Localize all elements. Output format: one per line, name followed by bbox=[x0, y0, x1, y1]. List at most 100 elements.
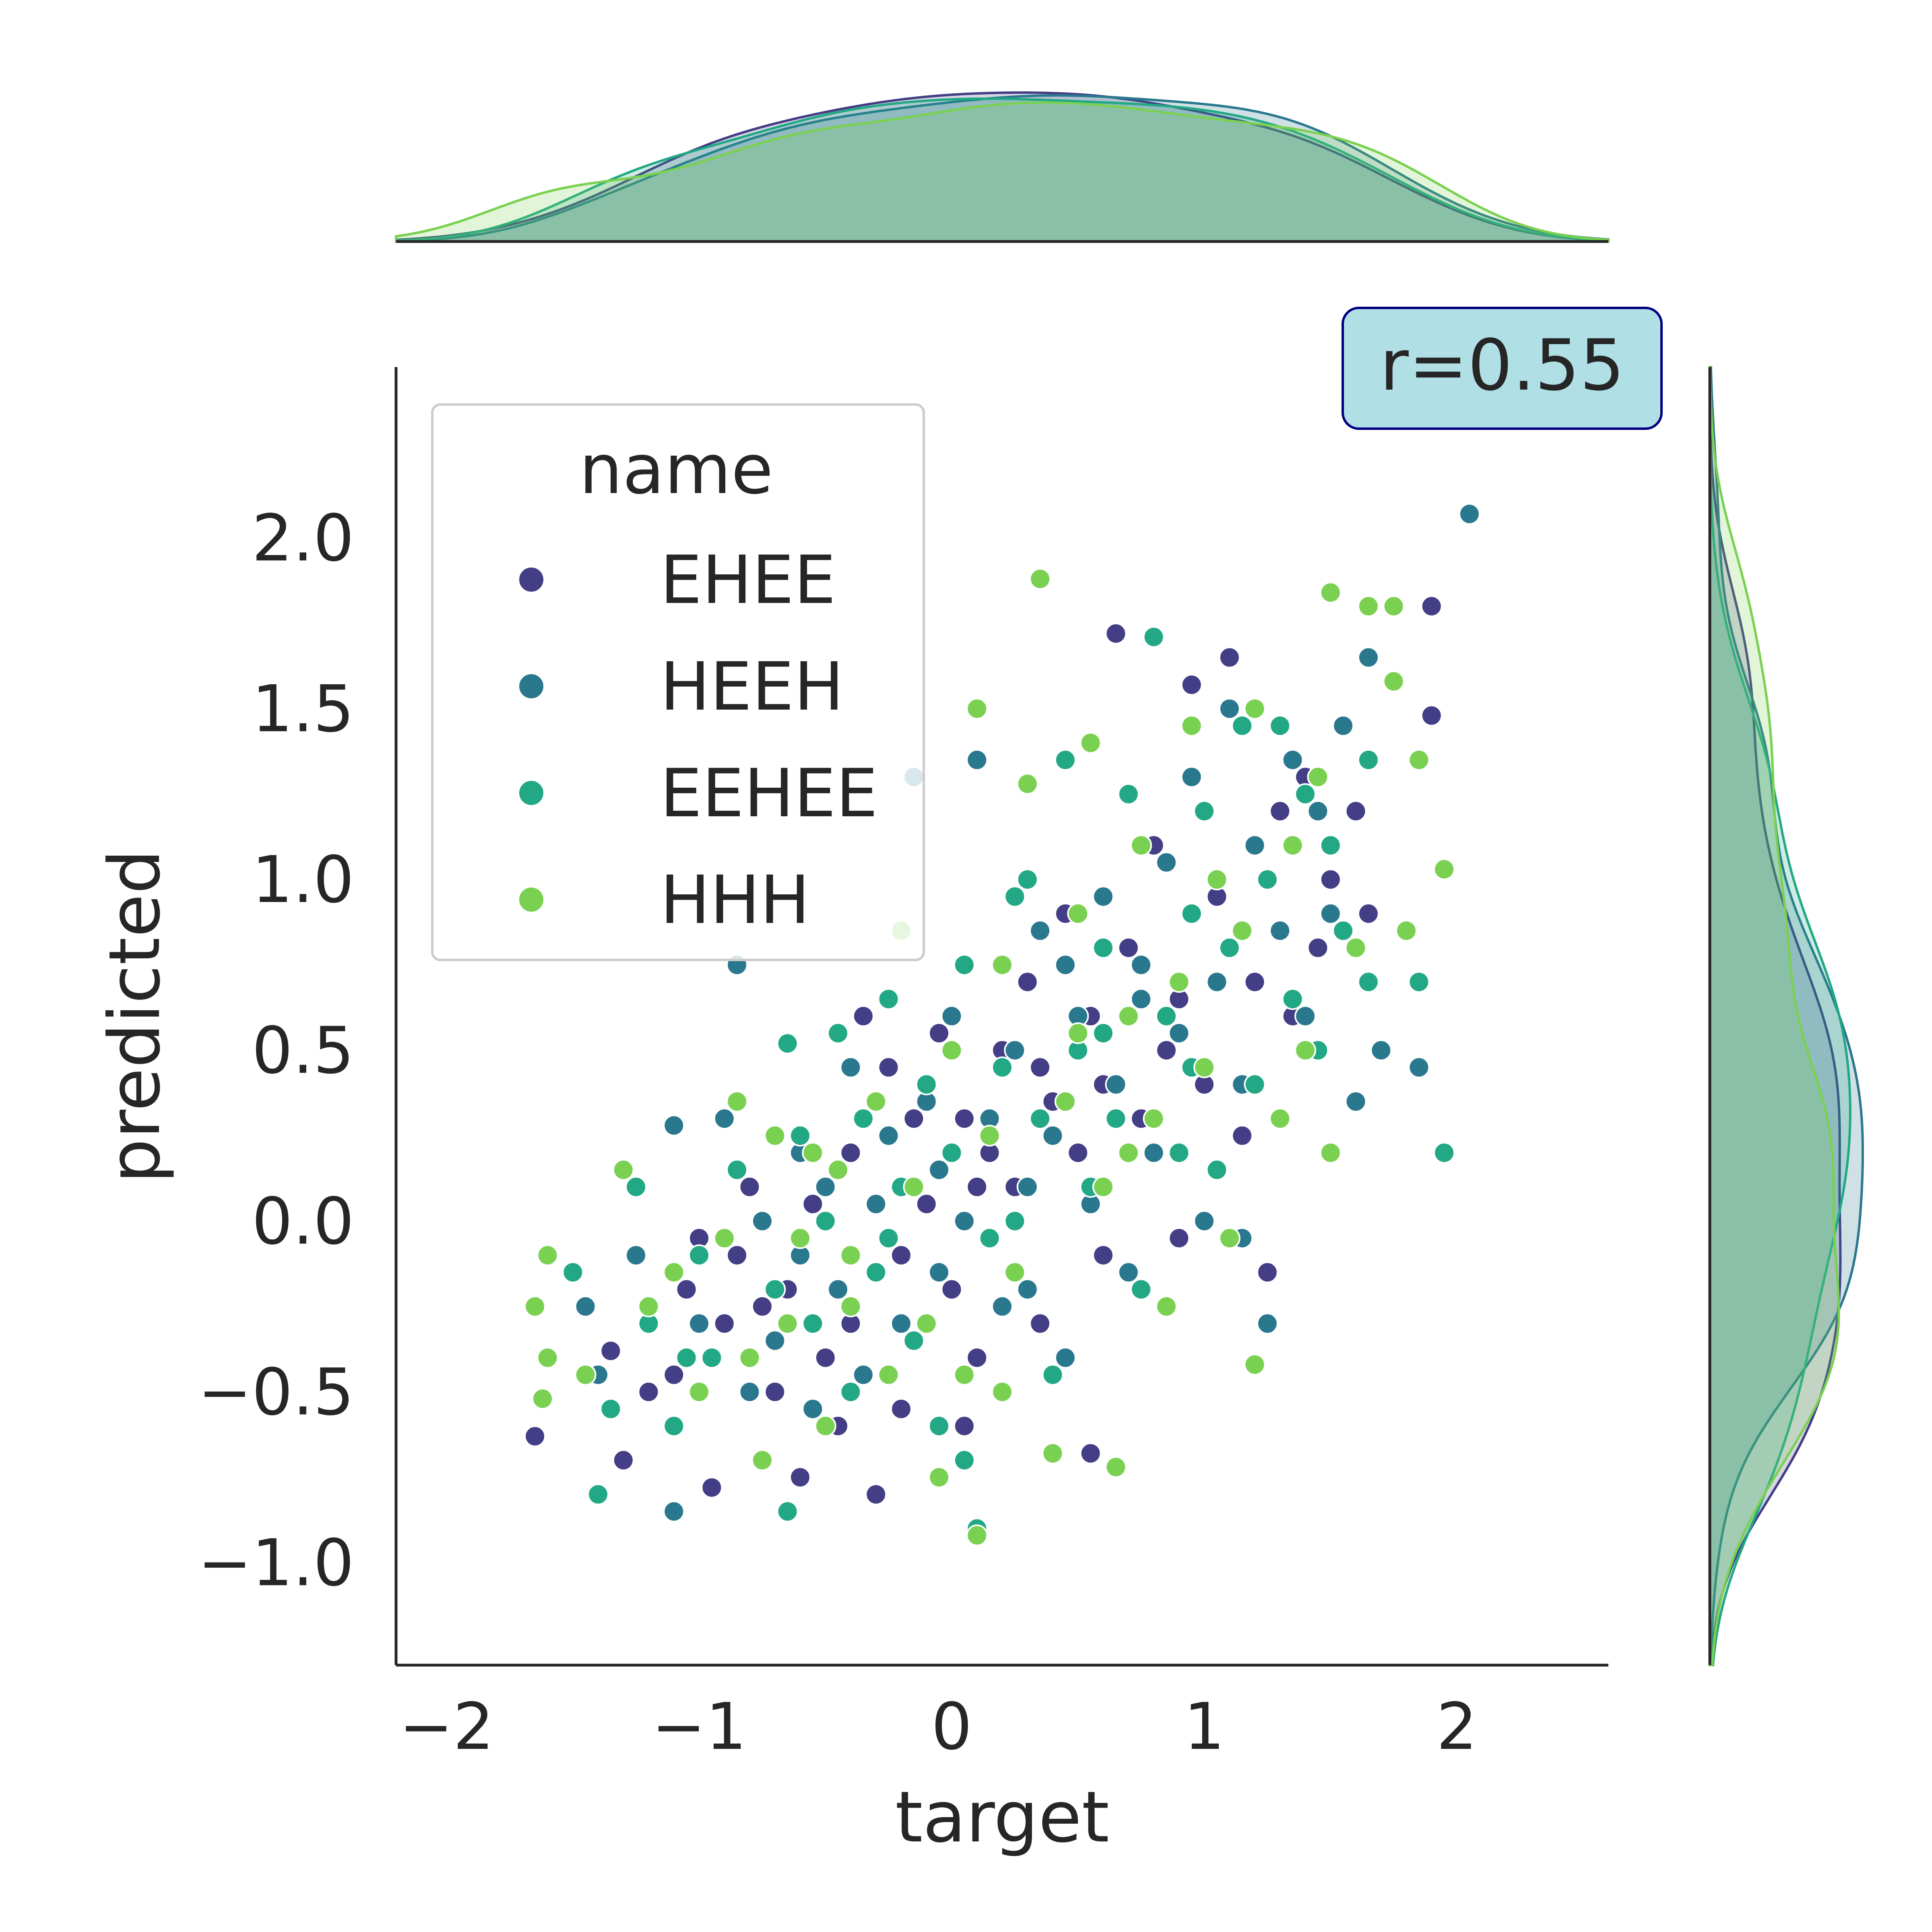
y-tick-label: 0.0 bbox=[252, 1184, 354, 1259]
point-eehee-47 bbox=[1231, 715, 1253, 737]
point-hhh-46 bbox=[1193, 1056, 1215, 1078]
point-eehee-27 bbox=[978, 1227, 1001, 1249]
point-hhh-4 bbox=[574, 1364, 597, 1386]
point-hhh-45 bbox=[1181, 715, 1203, 737]
point-heeh-34 bbox=[1092, 886, 1114, 908]
point-eehee-63 bbox=[877, 1227, 900, 1249]
point-heeh-17 bbox=[877, 1125, 900, 1147]
point-ehee-24 bbox=[941, 1278, 963, 1300]
point-hhh-69 bbox=[1067, 1022, 1089, 1044]
point-eehee-37 bbox=[1105, 1108, 1127, 1130]
y-axis-label: predicted bbox=[94, 849, 176, 1183]
point-hhh-15 bbox=[802, 1142, 824, 1164]
point-heeh-2 bbox=[625, 1244, 647, 1266]
point-ehee-3 bbox=[638, 1381, 660, 1403]
point-hhh-40 bbox=[1117, 1005, 1139, 1027]
point-heeh-41 bbox=[1181, 766, 1203, 788]
point-ehee-54 bbox=[1319, 869, 1342, 890]
point-ehee-21 bbox=[903, 1108, 925, 1130]
x-tick-label: −2 bbox=[399, 1689, 494, 1764]
point-ehee-57 bbox=[1357, 902, 1379, 925]
point-eehee-0 bbox=[562, 1261, 584, 1283]
point-hhh-65 bbox=[840, 1244, 862, 1266]
point-hhh-50 bbox=[1244, 698, 1266, 720]
point-eehee-10 bbox=[764, 1278, 786, 1300]
point-heeh-55 bbox=[1357, 646, 1379, 669]
point-ehee-63 bbox=[890, 1398, 912, 1420]
point-hhh-41 bbox=[1130, 834, 1152, 857]
point-ehee-25 bbox=[953, 1108, 975, 1130]
point-heeh-6 bbox=[713, 1108, 735, 1130]
x-axis-label: target bbox=[895, 1777, 1109, 1858]
point-eehee-29 bbox=[1004, 1210, 1026, 1232]
point-hhh-18 bbox=[840, 1295, 862, 1317]
point-heeh-40 bbox=[1168, 1022, 1190, 1044]
point-heeh-49 bbox=[1282, 749, 1304, 771]
point-heeh-47 bbox=[1256, 1313, 1278, 1335]
point-hhh-27 bbox=[966, 698, 988, 720]
point-heeh-51 bbox=[1307, 800, 1329, 822]
point-hhh-58 bbox=[1345, 937, 1367, 959]
point-eehee-59 bbox=[1433, 1142, 1455, 1164]
point-eehee-12 bbox=[789, 1125, 811, 1147]
annotation-text: r=0.55 bbox=[1380, 325, 1624, 407]
point-eehee-54 bbox=[1319, 834, 1342, 857]
point-heeh-54 bbox=[1345, 1090, 1367, 1113]
point-hhh-30 bbox=[991, 954, 1013, 976]
point-eehee-32 bbox=[1042, 1364, 1064, 1386]
point-ehee-18 bbox=[865, 1483, 887, 1505]
point-hhh-5 bbox=[612, 1159, 634, 1181]
legend-marker-heeh bbox=[518, 673, 545, 700]
point-eehee-2 bbox=[600, 1398, 622, 1420]
point-heeh-30 bbox=[1042, 1125, 1064, 1147]
point-hhh-10 bbox=[739, 1347, 761, 1369]
point-ehee-41 bbox=[1155, 1039, 1177, 1061]
point-heeh-14 bbox=[840, 1056, 862, 1078]
y-tick-labels: −1.0 −0.5 0.0 0.5 1.0 1.5 2.0 bbox=[198, 500, 354, 1600]
point-hhh-52 bbox=[1269, 1108, 1291, 1130]
point-eehee-7 bbox=[701, 1347, 723, 1369]
point-ehee-16 bbox=[840, 1142, 862, 1164]
point-eehee-50 bbox=[1269, 715, 1291, 737]
top-kde-ehee bbox=[395, 91, 1610, 243]
point-heeh-4 bbox=[663, 1115, 685, 1137]
point-hhh-32 bbox=[1016, 773, 1038, 795]
point-hhh-35 bbox=[1054, 1090, 1076, 1113]
point-hhh-44 bbox=[1168, 971, 1190, 993]
point-ehee-26 bbox=[966, 1347, 988, 1369]
point-eehee-56 bbox=[1357, 971, 1379, 993]
point-heeh-57 bbox=[1408, 1056, 1430, 1078]
legend-marker-eehee bbox=[518, 779, 545, 807]
point-heeh-36 bbox=[1117, 1261, 1139, 1283]
point-eehee-41 bbox=[1155, 1005, 1177, 1027]
point-eehee-57 bbox=[1357, 749, 1379, 771]
point-heeh-44 bbox=[1218, 698, 1241, 720]
point-eehee-36 bbox=[1092, 937, 1114, 959]
point-eehee-11 bbox=[776, 1501, 799, 1523]
point-hhh-39 bbox=[1105, 1456, 1127, 1478]
point-hhh-3 bbox=[532, 1388, 553, 1410]
point-ehee-31 bbox=[1029, 1313, 1051, 1335]
point-eehee-46 bbox=[1218, 937, 1241, 959]
point-heeh-7 bbox=[739, 1381, 761, 1403]
point-ehee-8 bbox=[726, 1244, 748, 1266]
point-ehee-1 bbox=[600, 1340, 622, 1362]
point-hhh-37 bbox=[1080, 732, 1102, 754]
point-hhh-9 bbox=[713, 1227, 735, 1249]
point-heeh-15 bbox=[852, 1364, 874, 1386]
point-hhh-60 bbox=[1383, 595, 1405, 617]
point-heeh-22 bbox=[941, 1005, 963, 1027]
point-heeh-35 bbox=[1105, 1073, 1127, 1096]
legend-marker-ehee bbox=[518, 566, 545, 593]
point-hhh-19 bbox=[865, 1090, 887, 1113]
point-heeh-60 bbox=[1016, 1278, 1038, 1300]
point-hhh-53 bbox=[1282, 834, 1304, 857]
point-ehee-23 bbox=[928, 1022, 950, 1044]
annotation-box bbox=[1342, 307, 1663, 430]
y-tick-label: 2.0 bbox=[252, 500, 354, 576]
point-eehee-60 bbox=[776, 1032, 799, 1055]
point-hhh-54 bbox=[1294, 1039, 1316, 1061]
point-heeh-5 bbox=[688, 1313, 710, 1335]
point-heeh-9 bbox=[764, 1329, 786, 1352]
